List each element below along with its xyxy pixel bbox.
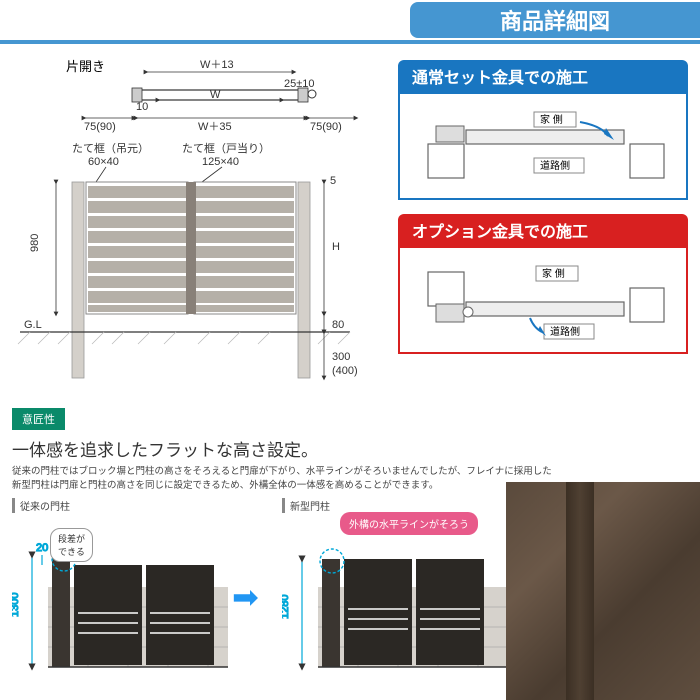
normal-hinge-box: 通常セット金具での施工 家 側 道路側: [398, 60, 688, 200]
svg-text:W: W: [210, 89, 221, 101]
svg-text:たて框（吊元）: たて框（吊元）: [72, 142, 149, 155]
option-hinge-box: オプション金具での施工 家 側 道路側: [398, 214, 688, 354]
front-view: たて框（吊元） 60×40 たて框（戸当り） 125×40 G.L 980 H …: [10, 140, 370, 400]
svg-text:60×40: 60×40: [88, 156, 119, 168]
design-section: 意匠性 一体感を追求したフラットな高さ設定。 従来の門柱ではブロック塀と門柱の高…: [12, 408, 688, 494]
svg-text:1300: 1300: [12, 593, 21, 617]
plan-view: 片開き W＋13 W 10 25±10 W＋35 75(90) 75(90): [30, 56, 360, 136]
right-col-label: 新型門柱: [282, 498, 512, 513]
svg-text:75(90): 75(90): [310, 121, 342, 133]
svg-text:道路側: 道路側: [540, 159, 570, 172]
header-stripe: [0, 40, 700, 44]
compare-arrow-icon: ➡: [232, 578, 259, 616]
svg-text:10: 10: [136, 101, 148, 113]
svg-text:H: H: [332, 241, 340, 253]
svg-text:5: 5: [330, 175, 336, 187]
svg-text:1280: 1280: [282, 595, 291, 619]
svg-text:125×40: 125×40: [202, 156, 239, 168]
design-tag: 意匠性: [12, 408, 65, 430]
svg-text:W＋35: W＋35: [198, 121, 232, 133]
front-svg: たて框（吊元） 60×40 たて框（戸当り） 125×40 G.L 980 H …: [10, 140, 370, 406]
right-gate-svg: 1280: [282, 517, 512, 697]
svg-text:家 側: 家 側: [542, 267, 565, 280]
left-col-label: 従来の門柱: [12, 498, 232, 513]
option-box-title: オプション金具での施工: [398, 214, 688, 246]
header-banner: 商品詳細図: [410, 2, 700, 38]
svg-text:20: 20: [36, 542, 48, 554]
svg-text:25±10: 25±10: [284, 78, 315, 90]
svg-text:G.L: G.L: [24, 319, 42, 331]
option-hinge-svg: 家 側 道路側: [410, 258, 674, 344]
svg-text:たて框（戸当り）: たて框（戸当り）: [182, 141, 270, 155]
svg-text:家 側: 家 側: [540, 113, 563, 126]
product-photo: [506, 482, 700, 700]
left-callout: 段差が できる: [50, 528, 93, 562]
svg-text:80: 80: [332, 319, 344, 331]
compare-left: 従来の門柱 1300 20: [12, 498, 232, 697]
design-text: 従来の門柱ではブロック塀と門柱の高さをそろえると門扉が下がり、水平ラインがそろい…: [12, 465, 552, 494]
normal-box-body: 家 側 道路側: [398, 92, 688, 200]
right-callout: 外構の水平ラインがそろう: [340, 512, 478, 535]
svg-text:W＋13: W＋13: [200, 59, 234, 71]
design-title: 一体感を追求したフラットな高さ設定。: [12, 436, 688, 461]
plan-svg: W＋13 W 10 25±10 W＋35 75(90) 75(90): [30, 56, 360, 142]
svg-text:300: 300: [332, 351, 350, 363]
svg-text:道路側: 道路側: [550, 325, 580, 338]
svg-text:980: 980: [29, 234, 41, 252]
left-gate-svg: 1300 20: [12, 517, 232, 697]
normal-hinge-svg: 家 側 道路側: [410, 104, 674, 190]
right-column: 通常セット金具での施工 家 側 道路側 オプション金具での施工 家 側 道路側: [398, 60, 688, 354]
svg-text:(400): (400): [332, 365, 358, 377]
svg-text:75(90): 75(90): [84, 121, 116, 133]
option-box-body: 家 側 道路側: [398, 246, 688, 354]
normal-box-title: 通常セット金具での施工: [398, 60, 688, 92]
